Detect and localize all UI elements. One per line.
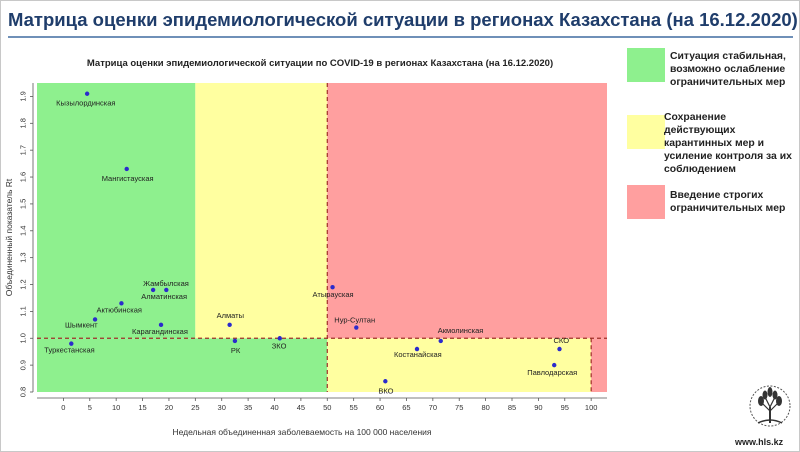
data-point-label: ВКО [378, 386, 393, 395]
data-point [383, 379, 388, 384]
x-tick-label: 10 [112, 403, 120, 412]
data-point [330, 285, 335, 290]
x-tick-label: 5 [88, 403, 92, 412]
data-point [552, 362, 557, 368]
x-axis-label: Недельная объединенная заболеваемость на… [172, 427, 431, 437]
data-point-label: Карагандинская [132, 327, 188, 336]
data-point [557, 346, 562, 352]
data-point-label: Алматинская [141, 292, 187, 301]
x-tick-label: 20 [165, 403, 173, 412]
legend-swatch-green [627, 48, 665, 82]
y-tick-label: 1.4 [19, 226, 28, 236]
legend-text-yellow: Сохранение действующих карантинных мер и… [664, 112, 792, 175]
y-tick-label: 1.0 [19, 333, 28, 343]
data-point [119, 301, 124, 306]
data-point-label: Мангистауская [102, 174, 154, 183]
y-tick-label: 1.5 [19, 199, 28, 209]
data-point [438, 338, 443, 344]
y-tick-label: 0.8 [19, 387, 28, 397]
y-tick-label: 1.2 [19, 279, 28, 289]
title-divider [8, 36, 793, 38]
data-point [92, 317, 98, 322]
data-point [164, 287, 169, 293]
data-point-label: Нур-Султан [334, 316, 375, 325]
data-point [277, 336, 282, 341]
y-tick-label: 1.9 [19, 91, 28, 101]
data-point-label: СКО [554, 336, 570, 345]
data-point [414, 346, 420, 352]
data-point-label: Туркестанская [44, 346, 94, 355]
y-tick-label: 1.1 [19, 306, 28, 316]
x-tick-label: 50 [323, 403, 331, 412]
x-tick-label: 45 [297, 403, 305, 412]
data-point-label: Жамбылская [143, 279, 189, 288]
data-point [354, 325, 359, 330]
y-axis-label: Объединенный показатель Rt [4, 178, 14, 296]
x-tick-label: 75 [455, 403, 463, 412]
legend-swatch-yellow [627, 115, 665, 149]
x-tick-label: 85 [508, 403, 516, 412]
data-point [232, 338, 238, 344]
x-tick-label: 90 [534, 403, 542, 412]
legend-text-red: Введение строгих ограничительных мер [670, 190, 786, 214]
x-tick-label: 25 [191, 403, 199, 412]
tree-logo-icon [749, 385, 791, 427]
data-point-label: Шымкент [65, 320, 98, 329]
zone-green [37, 338, 328, 392]
x-tick-label: 40 [270, 403, 278, 412]
y-tick-label: 1.8 [19, 118, 28, 128]
data-point [124, 166, 129, 172]
x-tick-label: 30 [218, 403, 226, 412]
zone-green [37, 83, 196, 339]
x-tick-label: 65 [402, 403, 410, 412]
zone-red [591, 338, 607, 392]
data-point-label: Кызылординская [56, 99, 115, 108]
x-tick-label: 15 [138, 403, 146, 412]
zone-yellow [195, 83, 328, 339]
x-tick-label: 80 [481, 403, 489, 412]
data-point-label: Алматы [217, 311, 244, 320]
x-tick-label: 35 [244, 403, 252, 412]
legend-text-green: Ситуация стабильная, возможно ослабление… [670, 51, 786, 88]
website-url: www.hls.kz [735, 437, 784, 447]
y-tick-label: 1.3 [19, 252, 28, 262]
legend-swatch-red [627, 185, 665, 219]
x-tick-label: 0 [61, 403, 65, 412]
data-point [158, 322, 164, 328]
data-point-label: Костанайская [394, 350, 442, 359]
y-tick-label: 1.6 [19, 172, 28, 182]
x-tick-label: 55 [349, 403, 357, 412]
page-title: Матрица оценки эпидемиологической ситуац… [8, 9, 798, 30]
zone-yellow [327, 338, 592, 392]
data-point-label: РК [231, 346, 241, 355]
data-point-label: Акмолинская [438, 326, 484, 335]
data-point [84, 91, 90, 96]
data-point-label: ЗКО [272, 341, 287, 350]
data-point [150, 287, 156, 293]
data-point [227, 322, 232, 328]
y-tick-label: 1.7 [19, 145, 28, 155]
data-point [69, 341, 74, 346]
data-point-label: Актюбинская [96, 305, 141, 314]
x-tick-label: 95 [561, 403, 569, 412]
scatter-chart: 0.8 0.9 1.0 1.1 1.2 1.3 1.4 1.5 1.6 1.7 1.8 1.9 0 5 10… [4, 83, 607, 437]
y-tick-label: 0.9 [19, 360, 28, 370]
x-tick-label: 60 [376, 403, 384, 412]
zone-red [327, 83, 607, 339]
x-tick-label: 70 [429, 403, 437, 412]
data-point-label: Павлодарская [527, 368, 577, 377]
chart-title: Матрица оценки эпидемиологической ситуац… [86, 58, 554, 69]
x-tick-label: 100 [585, 403, 598, 412]
data-point-label: Атырауская [313, 290, 354, 299]
